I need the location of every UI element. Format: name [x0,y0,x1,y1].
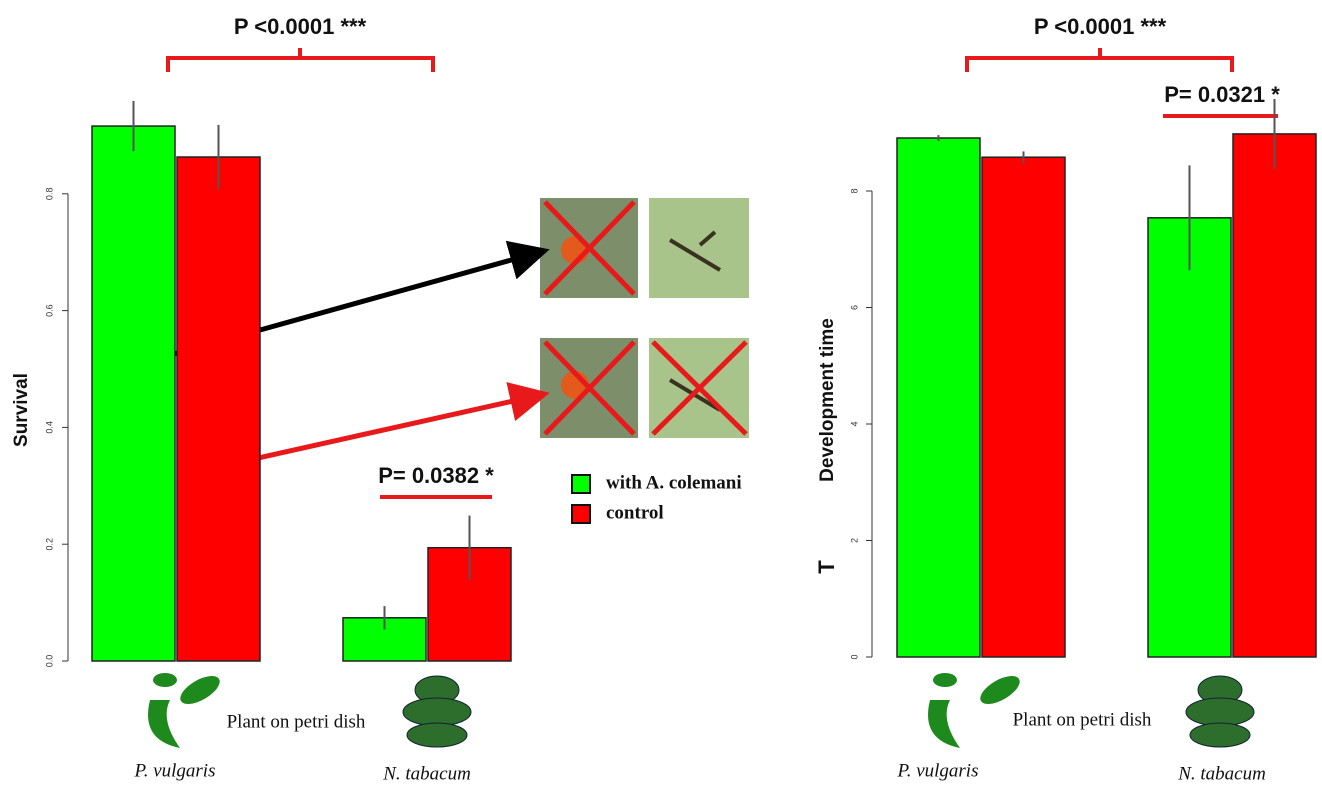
photo [649,198,749,298]
bar [1232,133,1317,658]
y-tick-label: 4 [849,421,859,426]
legend-swatch [571,504,591,524]
x-axis-label: Plant on petri dish [227,711,366,732]
x-tick-label: N. tabacum [1177,763,1266,784]
bar [896,137,981,658]
cross [543,340,636,436]
annotation: P <0.0001 *** [1034,14,1167,39]
x-axis-label: Plant on petri dish [1013,709,1152,730]
bar [91,125,176,662]
y-axis-label: Development time [817,318,838,482]
x-tick-label: P. vulgaris [134,760,216,781]
annotation: T [814,560,839,574]
y-tick-label: 0.2 [44,538,54,551]
photo-group [540,198,749,438]
bar [176,156,261,662]
plant-icon [402,675,1255,748]
plant-icon [148,673,1020,748]
annotation: P= 0.0382 * [378,463,494,488]
photo-subject [668,230,722,272]
y-tick-label: 8 [849,188,859,193]
cross [543,200,636,296]
cross [651,340,748,436]
y-tick-label: 0.6 [44,304,54,317]
legend-label: with A. colemani [606,472,742,493]
x-tick-label: N. tabacum [382,763,471,784]
annotation: P <0.0001 *** [234,14,367,39]
y-tick-label: 2 [849,538,859,543]
annotation: P= 0.0321 * [1164,82,1280,107]
legend-swatch [571,474,591,494]
arrow [235,382,550,466]
y-tick-label: 0 [849,654,859,659]
bracket [965,48,1234,72]
y-tick-label: 0.8 [44,188,54,201]
bar [981,156,1066,658]
x-tick-label: P. vulgaris [897,760,979,781]
y-axis-label: Survival [11,373,32,447]
bar [1147,217,1232,658]
legend-label: control [606,502,664,523]
y-tick-label: 0.4 [44,421,54,434]
y-tick-label: 0.0 [44,655,54,668]
y-tick-label: 6 [849,305,859,310]
bracket [166,48,435,72]
